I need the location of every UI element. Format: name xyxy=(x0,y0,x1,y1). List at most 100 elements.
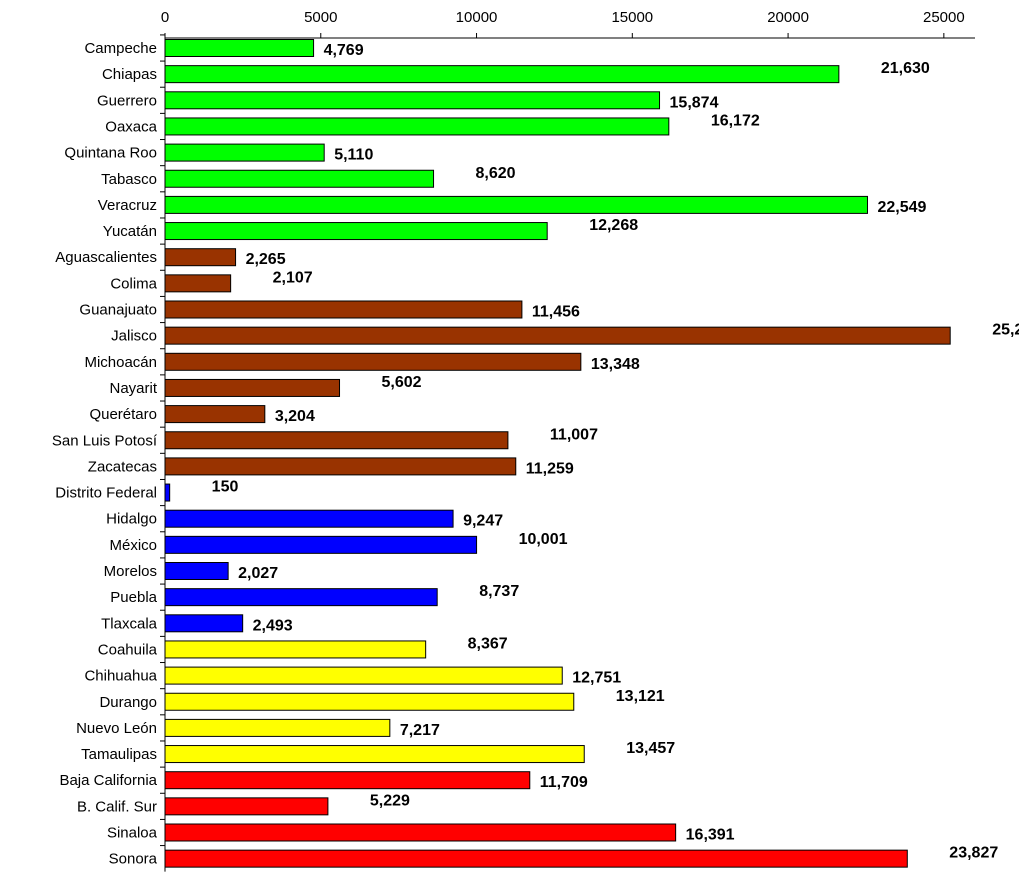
bar-san-luis-potos- xyxy=(164,431,509,450)
x-tick-label: 0 xyxy=(161,9,169,26)
category-label: Aguascalientes xyxy=(55,249,157,266)
value-label: 25,204 xyxy=(992,322,1019,339)
bars xyxy=(164,39,951,868)
bar-baja-california xyxy=(164,771,531,790)
category-label: Yucatán xyxy=(103,223,157,240)
category-label: Colima xyxy=(110,275,157,292)
x-axis: 0 5000 10000 15000 20000 25000 xyxy=(160,9,975,872)
bar-guanajuato xyxy=(164,300,523,319)
category-label: Durango xyxy=(99,694,157,711)
category-label: Tamaulipas xyxy=(81,746,157,763)
value-label: 15,874 xyxy=(670,94,719,111)
bar-aguascalientes xyxy=(164,248,237,267)
value-label: 8,737 xyxy=(479,583,519,600)
category-label: Campeche xyxy=(84,40,157,57)
bar-quer-taro xyxy=(164,405,266,424)
bar-distrito-federal xyxy=(164,483,171,502)
category-label: Baja California xyxy=(59,772,157,789)
x-tick-label: 20000 xyxy=(767,9,809,26)
value-label: 3,204 xyxy=(275,408,315,425)
bar-sinaloa xyxy=(164,823,677,842)
value-label: 16,391 xyxy=(686,827,735,844)
value-label: 9,247 xyxy=(463,513,503,530)
value-label: 12,268 xyxy=(589,217,638,234)
bar-nayarit xyxy=(164,378,341,397)
bar-coahuila xyxy=(164,640,427,659)
category-label: Veracruz xyxy=(98,197,157,214)
value-label: 11,709 xyxy=(540,774,588,791)
value-label: 2,107 xyxy=(273,269,313,286)
value-label: 10,001 xyxy=(519,531,568,548)
bar-nuevo-le-n xyxy=(164,718,391,737)
category-label: Jalisco xyxy=(111,328,157,345)
bar-b-calif-sur xyxy=(164,797,329,816)
value-label: 12,751 xyxy=(572,670,621,687)
value-label: 13,348 xyxy=(591,356,640,373)
category-label: Distrito Federal xyxy=(55,485,157,502)
bar-morelos xyxy=(164,562,229,580)
value-label: 13,121 xyxy=(616,688,665,705)
category-label: Tabasco xyxy=(101,171,157,188)
bar-tamaulipas xyxy=(164,745,585,764)
value-label: 8,367 xyxy=(468,635,508,652)
category-label: Morelos xyxy=(104,563,157,580)
category-label: Chihuahua xyxy=(84,668,157,685)
value-label: 5,110 xyxy=(334,147,373,164)
x-tick-label: 15000 xyxy=(611,9,653,26)
bar-durango xyxy=(164,692,575,711)
bar-guerrero xyxy=(164,91,661,110)
category-label: Oaxaca xyxy=(105,118,157,135)
value-label: 7,217 xyxy=(400,722,440,739)
bar-m-xico xyxy=(164,535,478,554)
category-label: Puebla xyxy=(110,589,157,606)
category-label: B. Calif. Sur xyxy=(77,798,157,815)
x-tick-label: 5000 xyxy=(304,9,337,26)
bar-jalisco xyxy=(164,326,951,345)
bar-yucat-n xyxy=(164,222,548,241)
category-label: Guerrero xyxy=(97,92,157,109)
bar-colima xyxy=(164,274,232,293)
category-label: Zacatecas xyxy=(88,458,157,475)
category-label: Michoacán xyxy=(84,354,157,371)
category-label: Tlaxcala xyxy=(101,615,158,632)
value-label: 11,007 xyxy=(550,426,598,443)
category-label: Sinaloa xyxy=(107,825,158,842)
value-label: 2,027 xyxy=(238,565,278,582)
category-label: Guanajuato xyxy=(79,302,157,319)
value-label: 21,630 xyxy=(881,60,930,77)
category-label: Nuevo León xyxy=(76,720,157,737)
category-label: Quintana Roo xyxy=(64,145,157,162)
bar-sonora xyxy=(164,849,908,868)
category-label: México xyxy=(109,537,157,554)
bar-tabasco xyxy=(164,169,435,188)
category-label: Hidalgo xyxy=(106,511,157,528)
bar-puebla xyxy=(164,588,438,607)
category-label: Sonora xyxy=(109,851,158,868)
bar-zacatecas xyxy=(164,457,517,476)
value-label: 2,265 xyxy=(246,251,286,268)
category-label: Querétaro xyxy=(89,406,157,423)
bar-chihuahua xyxy=(164,666,563,685)
x-tick-label: 25000 xyxy=(923,9,965,26)
bar-campeche xyxy=(164,39,315,57)
bar-chiapas xyxy=(164,65,840,84)
value-label: 11,456 xyxy=(532,304,580,321)
category-label: Coahuila xyxy=(98,641,158,658)
category-label: Nayarit xyxy=(109,380,157,397)
bar-oaxaca xyxy=(164,117,670,136)
bar-veracruz xyxy=(164,195,868,214)
category-label: Chiapas xyxy=(102,66,157,83)
value-label: 13,457 xyxy=(626,740,675,757)
category-label: San Luis Potosí xyxy=(52,432,158,449)
x-tick-label: 10000 xyxy=(456,9,498,26)
value-label: 150 xyxy=(212,479,239,496)
labels: Campeche 4,769 Chiapas 21,630 Guerrero 15,874… xyxy=(52,40,1019,868)
value-label: 22,549 xyxy=(877,199,926,216)
bar-hidalgo xyxy=(164,509,454,528)
value-label: 2,493 xyxy=(253,617,293,634)
bar-quintana-roo xyxy=(164,143,325,162)
value-label: 23,827 xyxy=(949,845,998,862)
bar-michoac-n xyxy=(164,352,582,371)
value-label: 5,602 xyxy=(382,374,422,391)
